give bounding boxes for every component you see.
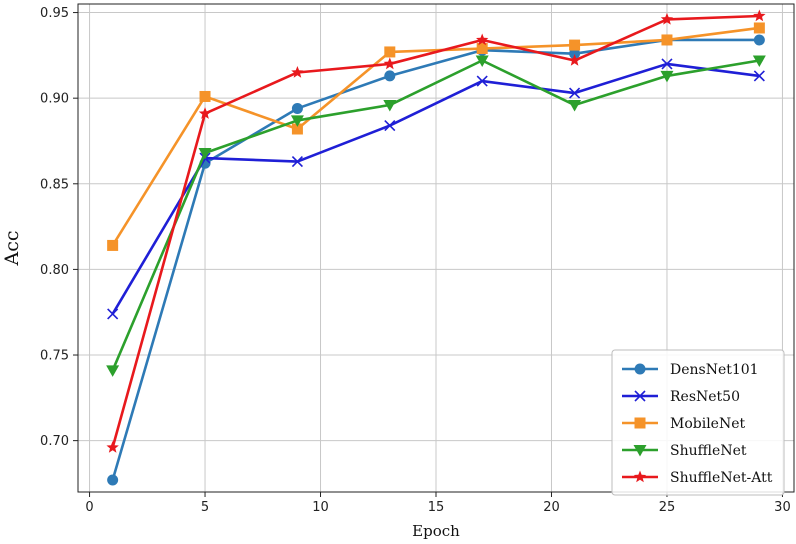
data-point-mobilenet xyxy=(384,46,396,58)
legend-entry-shufflenet: ShuffleNet xyxy=(622,443,747,459)
series-shufflenet xyxy=(106,55,766,377)
y-tick-label: 0.95 xyxy=(40,6,69,21)
data-point-resnet50-stroke xyxy=(569,87,581,99)
data-point-mobilenet xyxy=(661,34,673,46)
series-line-mobilenet xyxy=(111,26,760,247)
data-point-resnet50 xyxy=(753,70,765,82)
data-point-resnet50-stroke xyxy=(107,308,119,320)
y-tick-label: 0.75 xyxy=(40,349,69,364)
data-point-shufflenet-att xyxy=(568,54,581,66)
data-point-mobilenet xyxy=(569,39,581,51)
data-point-shufflenet xyxy=(383,100,397,112)
data-point-resnet50-stroke xyxy=(291,155,303,168)
legend-marker-resnet50-stroke xyxy=(634,390,646,402)
legend-marker-densnet101 xyxy=(634,363,646,375)
axis-ticks: 0 5 10 15 20 25 30 0.70 0.75 0.80 0.85 0.90 0.95 xyxy=(40,6,791,515)
data-point-resnet50 xyxy=(384,120,396,132)
data-point-shufflenet-att xyxy=(106,440,119,453)
legend-marker-resnet50 xyxy=(634,390,646,402)
legend-label-resnet50: ResNet50 xyxy=(670,389,740,405)
data-point-shufflenet-att xyxy=(476,33,489,46)
y-tick-label: 0.90 xyxy=(40,92,69,107)
data-point-resnet50-stroke xyxy=(476,75,488,87)
data-point-densnet101 xyxy=(107,474,119,486)
data-point-mobilenet xyxy=(107,239,119,251)
x-tick-label: 10 xyxy=(312,500,329,515)
legend-label-mobilenet: MobileNet xyxy=(670,416,746,432)
data-point-densnet101 xyxy=(753,34,765,46)
data-point-shufflenet-att xyxy=(198,107,212,119)
grid xyxy=(78,4,794,492)
series-line-resnet50 xyxy=(111,62,760,315)
y-tick-label: 0.80 xyxy=(40,263,69,278)
legend-box xyxy=(611,349,785,496)
data-point-shufflenet xyxy=(290,115,304,127)
data-point-resnet50-stroke xyxy=(384,120,396,132)
series-shufflenet-att xyxy=(106,9,766,453)
legend-marker-shufflenet-att xyxy=(633,470,647,483)
series-line-shufflenet-att xyxy=(111,14,760,448)
data-point-shufflenet xyxy=(198,147,212,160)
data-point-densnet101 xyxy=(569,48,581,60)
legend-entry-shufflenet-att: ShuffleNet-Att xyxy=(622,470,773,486)
data-point-densnet101 xyxy=(291,102,303,114)
data-point-shufflenet-att xyxy=(291,65,304,78)
legend-entry-mobilenet: MobileNet xyxy=(622,416,746,432)
y-tick-label: 0.70 xyxy=(40,434,69,449)
data-point-resnet50 xyxy=(661,58,673,70)
data-point-resnet50 xyxy=(569,87,581,99)
data-point-mobilenet xyxy=(199,90,211,102)
x-tick-label: 0 xyxy=(85,500,93,515)
data-point-resnet50 xyxy=(107,308,119,320)
series-mobilenet xyxy=(107,22,765,251)
legend-entry-densnet101: DensNet101 xyxy=(622,362,759,378)
data-point-shufflenet-att xyxy=(660,12,674,25)
data-point-resnet50 xyxy=(291,155,303,168)
series-line-densnet101 xyxy=(111,38,760,481)
legend-marker-mobilenet xyxy=(634,417,646,429)
data-point-shufflenet xyxy=(568,100,582,112)
legend: DensNet101 ResNet50 MobileNet ShuffleNet Shu… xyxy=(611,349,785,496)
x-tick-label: 15 xyxy=(428,500,445,515)
x-tick-label: 5 xyxy=(201,500,209,515)
x-tick-label: 20 xyxy=(543,500,560,515)
data-point-shufflenet xyxy=(660,70,674,83)
data-point-shufflenet xyxy=(106,365,120,377)
data-point-resnet50-stroke xyxy=(753,70,765,82)
data-point-resnet50 xyxy=(476,75,488,87)
legend-label-shufflenet-att: ShuffleNet-Att xyxy=(670,470,773,486)
data-point-mobilenet xyxy=(476,43,488,55)
y-tick-label: 0.85 xyxy=(40,177,69,192)
legend-label-shufflenet: ShuffleNet xyxy=(670,443,747,459)
data-point-shufflenet-att xyxy=(753,9,766,22)
series-lines xyxy=(106,9,766,486)
x-tick-label: 30 xyxy=(774,500,791,515)
series-line-shufflenet xyxy=(111,59,760,371)
legend-label-densnet101: DensNet101 xyxy=(670,362,759,378)
data-point-shufflenet-att xyxy=(383,57,396,70)
legend-marker-shufflenet xyxy=(633,445,647,457)
data-point-resnet50-stroke xyxy=(661,58,673,70)
x-tick-label: 25 xyxy=(659,500,676,515)
data-point-densnet101 xyxy=(384,70,396,82)
series-resnet50 xyxy=(107,58,765,320)
data-point-shufflenet xyxy=(752,55,766,68)
data-point-shufflenet xyxy=(475,55,489,68)
legend-entry-resnet50: ResNet50 xyxy=(622,389,740,405)
data-point-mobilenet xyxy=(291,123,303,135)
x-axis-title: Epoch xyxy=(412,522,460,540)
data-point-mobilenet xyxy=(753,22,765,34)
y-axis-title: Acc xyxy=(1,230,23,266)
